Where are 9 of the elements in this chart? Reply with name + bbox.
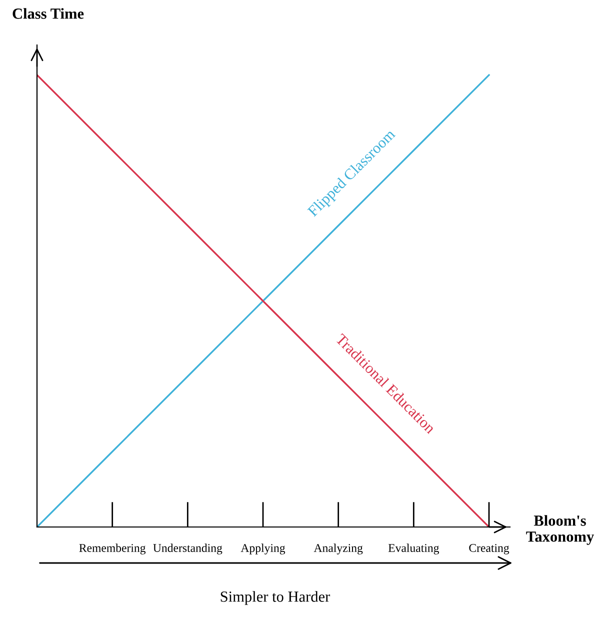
x-tick-label: Analyzing xyxy=(314,544,363,554)
x-tick-label: Understanding xyxy=(153,544,222,554)
x-tick-label: Evaluating xyxy=(388,544,440,554)
x-axis-title: Bloom's Taxonomy xyxy=(526,515,594,545)
x-tick-label: Applying xyxy=(240,544,286,554)
y-axis-title: Class Time xyxy=(12,8,84,19)
x-tick-label: Remembering xyxy=(79,544,146,554)
x-tick-label: Creating xyxy=(469,544,510,554)
text: Simpler to Harder xyxy=(220,591,330,605)
